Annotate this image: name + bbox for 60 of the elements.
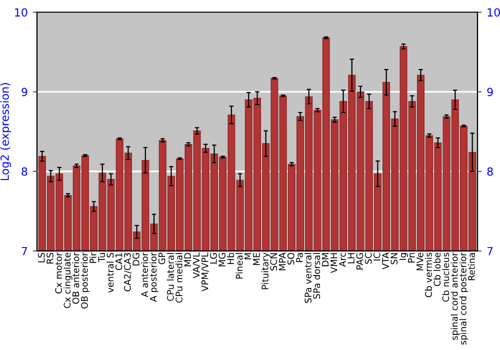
x-tick-label: A anterior	[141, 252, 148, 298]
x-tick-label: VPM/VPL	[202, 252, 209, 292]
x-tick-label: Pituitary	[261, 252, 270, 290]
x-tick-label: CPu medial	[175, 253, 182, 303]
y-tick-label: 9	[22, 88, 28, 96]
y2-tick-label: 10	[488, 8, 500, 17]
x-tick-label: LH	[348, 253, 354, 264]
x-tick-label: Cx cingulate	[64, 252, 72, 308]
y-tick-label: 7	[22, 247, 28, 256]
x-tick-label: MG	[218, 253, 226, 266]
y-axis-title: Log2 (expression)	[0, 83, 12, 180]
x-tick-label: Cb lobe	[434, 252, 441, 286]
x-tick-label: Retina	[468, 253, 475, 280]
x-tick-label: SO	[287, 252, 294, 265]
x-tick-label: Pir	[89, 252, 96, 263]
x-tick-label: Tu	[98, 253, 106, 262]
x-tick-label: spinal cord anterior	[450, 252, 460, 340]
x-tick-label: VA/VL	[192, 252, 200, 278]
x-tick-label: Cx motor	[55, 252, 62, 294]
x-tick-label: SPa dorsal	[313, 253, 320, 299]
x-tick-label: DM	[322, 253, 329, 266]
x-tick-label: Ig	[399, 253, 408, 260]
x-tick-label: PAG	[356, 253, 364, 270]
x-tick-label: SPa ventral	[304, 253, 312, 303]
x-tick-label: RS	[46, 252, 54, 264]
x-tick-label: IC	[373, 252, 380, 260]
x-tick-label: MPA	[278, 252, 286, 270]
x-tick-label: VMH	[330, 253, 338, 274]
y2-tick-label: 8	[487, 167, 493, 176]
x-tick-label: LG	[210, 253, 217, 264]
x-tick-label: MVe	[416, 252, 424, 270]
x-tick-label: VTA	[382, 252, 389, 270]
x-tick-label: Cb nucleus	[442, 252, 450, 302]
x-tick-label: CA2/CA3	[124, 253, 132, 292]
x-tick-label: Pn	[408, 253, 415, 262]
x-tick-label: spinal cord posterior	[459, 252, 468, 345]
x-tick-label: Cb vermis	[424, 252, 432, 298]
x-tick-label: OB posterior	[80, 252, 90, 309]
y2-tick-label: 7	[487, 247, 493, 256]
y-tick-label: 10	[15, 8, 28, 17]
x-tick-label: SCN	[270, 253, 278, 271]
x-tick-label: Pa	[296, 253, 303, 262]
x-tick-label: SC	[364, 252, 372, 264]
x-tick-label: A posterior	[150, 252, 158, 302]
x-tick-label: ME	[253, 252, 260, 265]
x-tick-label: OB anterior	[72, 252, 80, 304]
x-tick-label: Hb	[227, 252, 234, 264]
x-tick-label: Arc	[339, 252, 346, 267]
x-tick-label: DG	[132, 253, 140, 266]
y2-tick-label: 9	[487, 88, 493, 96]
x-tick-label: M	[244, 253, 252, 260]
x-tick-label: ventral S	[106, 252, 114, 293]
x-tick-label: Pineal	[236, 253, 243, 279]
x-tick-label: MD	[184, 252, 191, 266]
x-tick-label: LS	[38, 252, 45, 262]
x-tick-label: CPu lateral	[166, 253, 174, 301]
y-tick-label: 8	[22, 167, 28, 176]
x-tick-label: SN	[390, 253, 398, 264]
x-tick-label: CA1	[115, 253, 122, 270]
x-tick-label: GP	[158, 252, 166, 264]
